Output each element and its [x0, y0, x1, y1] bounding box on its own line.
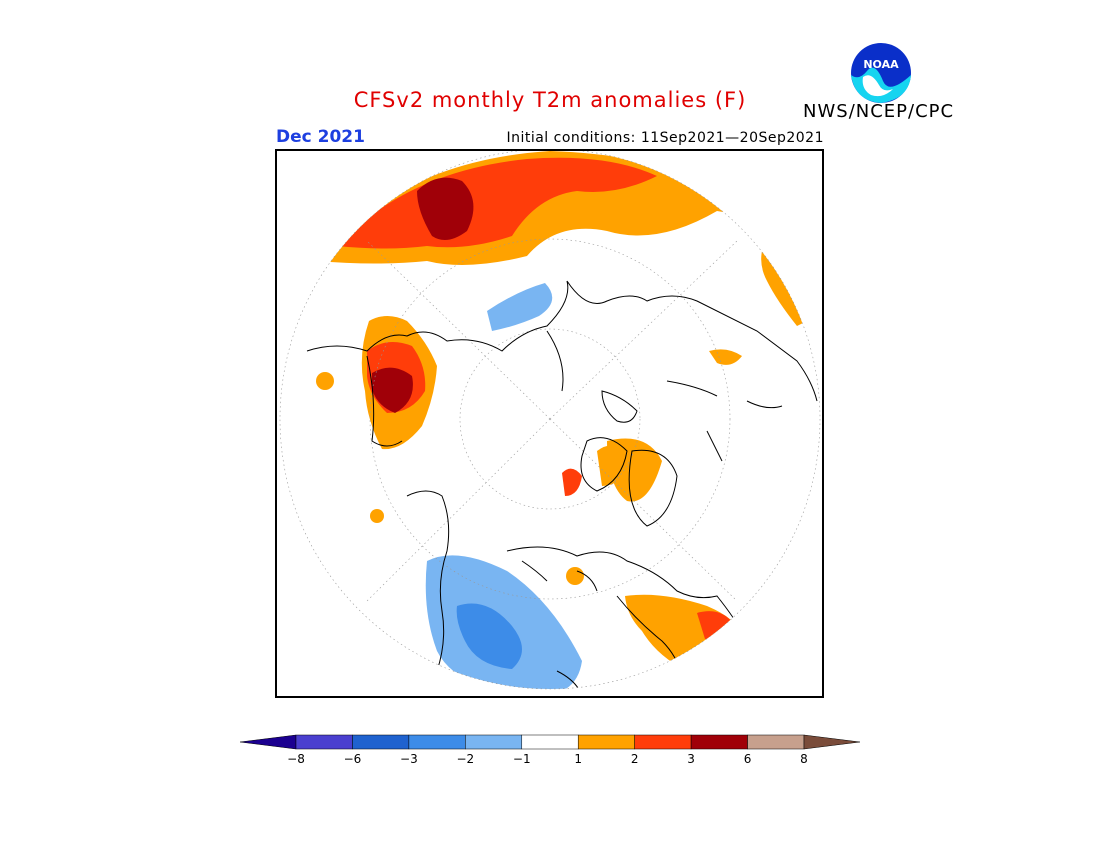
map-title: CFSv2 monthly T2m anomalies (F) — [353, 88, 747, 112]
colorbar-tick-label: 3 — [687, 752, 695, 766]
map-frame — [275, 149, 824, 698]
anomaly-region-north-america-cold-core — [456, 603, 522, 669]
colorbar-tick-label: 2 — [630, 752, 639, 766]
colorbar-bin — [747, 734, 805, 750]
anomaly-region-east-asia — [761, 251, 807, 326]
anomaly-region-north-pacific-core — [337, 157, 657, 249]
colorbar-bin — [465, 734, 523, 750]
anomaly-spot-europe — [566, 567, 584, 585]
agency-label: NWS/NCEP/CPC — [803, 101, 955, 122]
colorbar-tick-label: −6 — [343, 752, 362, 766]
anomaly-region-mongolia — [709, 349, 742, 365]
anomaly-region-east-siberia-cold — [487, 283, 553, 331]
colorbar-tick-label: 1 — [574, 752, 583, 766]
colorbar-bin — [690, 734, 748, 750]
anomaly-region-middle-east — [625, 594, 738, 671]
anomaly-spot-greenland-south — [370, 509, 384, 523]
anomaly-region-western-canada-max — [372, 367, 413, 413]
colorbar-tick-label: −8 — [287, 752, 305, 766]
anomaly-region-barents — [607, 438, 662, 502]
anomaly-region-norway-core — [562, 468, 582, 496]
colorbar-bin — [408, 734, 466, 750]
colorbar-bin — [577, 734, 635, 750]
colorbar-bin — [295, 734, 353, 750]
colorbar — [240, 734, 861, 750]
colorbar-tick-label: 8 — [800, 752, 808, 766]
anomaly-region-pacific-max — [417, 177, 474, 240]
colorbar-bin — [352, 734, 410, 750]
anomaly-spot-alaska — [316, 372, 334, 390]
colorbar-tick-label: −3 — [400, 752, 418, 766]
colorbar-tick-label: −2 — [456, 752, 475, 766]
initial-conditions-label: Initial conditions: 11Sep2021—20Sep2021 — [506, 130, 824, 146]
noaa-logo-icon: NOAA — [850, 42, 912, 104]
colorbar-bin — [521, 734, 579, 750]
colorbar-arrow-low — [240, 734, 297, 750]
colorbar-bin — [634, 734, 692, 750]
polar-map — [279, 151, 821, 690]
noaa-logo-text: NOAA — [863, 58, 899, 71]
colorbar-tick-label: 6 — [743, 752, 752, 766]
colorbar-tick-label: −1 — [512, 752, 531, 766]
forecast-month-label: Dec 2021 — [276, 127, 365, 147]
colorbar-arrow-high — [803, 734, 861, 750]
coastlines — [306, 280, 818, 689]
